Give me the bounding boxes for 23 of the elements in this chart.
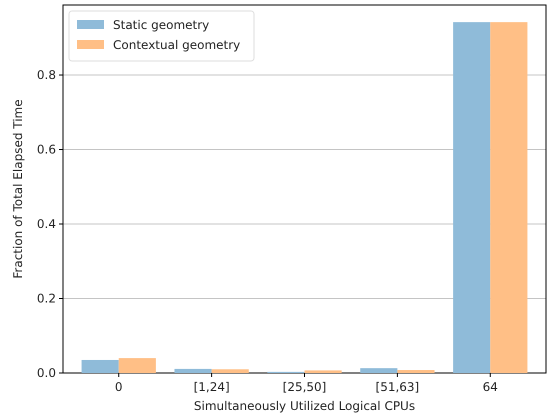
legend-label: Contextual geometry xyxy=(113,38,240,52)
bar xyxy=(304,370,342,373)
y-tick-label: 0.6 xyxy=(36,142,56,157)
bar xyxy=(397,370,435,373)
bar xyxy=(360,368,398,373)
bar xyxy=(490,22,528,373)
y-tick-label: 0.0 xyxy=(36,366,56,380)
bar xyxy=(453,22,490,373)
x-axis-title: Simultaneously Utilized Logical CPUs xyxy=(194,399,416,413)
legend-label: Static geometry xyxy=(113,18,210,32)
x-tick-label: 64 xyxy=(482,380,498,394)
y-tick-label: 0.8 xyxy=(36,68,56,82)
x-tick-label: [25,50] xyxy=(282,380,326,394)
bar xyxy=(118,358,156,373)
y-tick-label: 0.2 xyxy=(36,292,56,306)
y-axis-title: Fraction of Total Elapsed Time xyxy=(11,99,25,279)
x-tick-label: [1,24] xyxy=(194,380,230,394)
bar xyxy=(82,360,119,373)
bar xyxy=(174,368,212,373)
x-tick-label: [51,63] xyxy=(376,380,420,394)
bar xyxy=(212,369,249,373)
y-tick-label: 0.4 xyxy=(36,217,56,232)
x-tick-label: 0 xyxy=(114,380,123,394)
